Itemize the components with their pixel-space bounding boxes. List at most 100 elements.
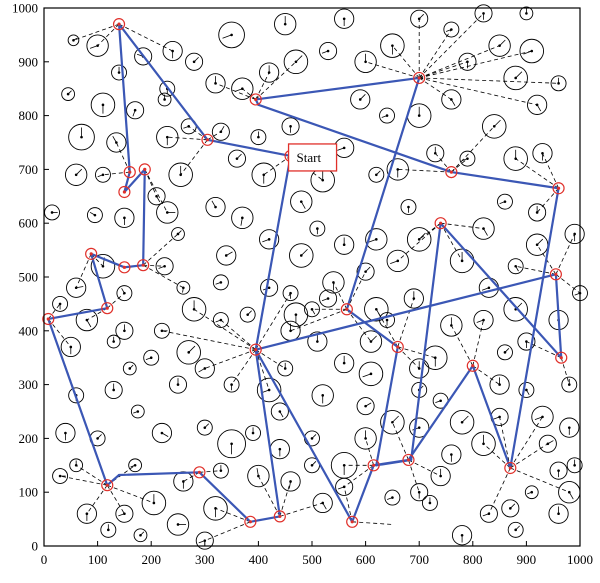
tour-segment-29 [375,458,413,467]
target-center-188 [182,480,185,483]
target-center-1 [72,38,75,42]
target-circle-89 [548,503,569,524]
y-tick-label-6: 600 [19,216,39,231]
visited-node-dot-20 [559,356,563,360]
target-circle-22 [205,196,226,218]
tour-segment-0 [206,138,292,158]
visited-node-ring-13 [137,259,150,272]
target-link-42 [142,233,179,266]
visited-node-dot-2 [205,138,210,142]
target-center-26 [74,286,78,290]
target-link-68 [161,330,256,351]
target-center-177 [123,329,126,333]
target-link-20 [207,131,222,141]
target-link-59 [397,346,420,369]
target-circle-32 [216,245,237,266]
target-center-154 [241,87,244,90]
target-circle-139 [488,34,511,57]
target-circle-161 [307,331,328,352]
tour-segment-12 [117,471,201,477]
target-circle-20 [114,207,135,228]
visited-node-ring-24 [504,461,517,475]
target-circle-49 [196,419,213,436]
target-circle-5 [111,64,127,81]
target-circle-61 [195,531,214,550]
target-circle-101 [309,220,326,237]
target-center-19 [93,213,97,217]
target-circle-142 [527,94,548,115]
target-center-124 [375,173,378,177]
target-circle-4 [162,40,183,62]
target-center-132 [364,60,367,64]
target-link-22 [180,139,208,176]
target-link-58 [397,298,415,348]
visited-node-ring-16 [42,312,55,326]
target-center-147 [417,17,421,21]
target-center-123 [396,168,400,171]
target-circle-149 [274,12,297,36]
target-circle-168 [441,444,462,465]
target-circle-42 [223,376,240,393]
target-center-49 [203,426,207,429]
target-heading-154 [234,88,243,92]
target-center-6 [66,92,70,96]
visited-node-ring-23 [367,459,380,472]
target-circle-41 [168,375,188,394]
target-heading-107 [390,260,398,264]
target-circle-133 [380,33,405,58]
target-link-4 [255,72,270,100]
target-circle-152 [159,80,176,97]
target-circle-8 [126,101,145,120]
target-center-131 [326,49,330,53]
target-center-107 [396,259,400,263]
target-center-47 [136,410,140,413]
visited-node-ring-8 [445,165,458,179]
start-marker: Start [287,143,338,172]
tour-segment-1 [117,23,209,141]
target-circle-186 [524,485,539,500]
visited-node-dot-19 [254,348,258,352]
target-circle-75 [358,361,384,387]
target-center-69 [417,490,421,494]
target-circle-138 [458,52,477,71]
target-link-33 [515,158,559,189]
target-center-129 [267,71,271,74]
target-link-67 [193,308,256,350]
target-link-5 [255,61,297,100]
target-circle-132 [354,50,377,73]
target-circle-119 [532,143,553,164]
target-center-117 [482,227,485,230]
target-center-10 [80,135,83,139]
x-tick-label-9: 900 [517,552,537,567]
target-center-56 [85,512,89,516]
target-circle-167 [449,410,475,435]
target-circle-25 [90,253,116,279]
visited-node-ring-5 [123,165,136,179]
visited-node-ring-1 [249,93,262,106]
target-center-64 [321,501,325,505]
target-circle-127 [290,190,313,213]
target-center-82 [498,383,501,386]
target-center-12 [165,135,169,139]
target-center-130 [294,60,298,64]
target-center-68 [417,426,421,429]
target-circle-124 [368,166,385,183]
target-circle-87 [538,434,557,453]
start-label: Start [297,150,322,165]
target-center-65 [342,464,346,467]
tour-segment-17 [351,464,375,523]
target-link-34 [418,222,441,240]
visited-node-ring-26 [193,466,206,479]
target-link-35 [440,223,463,262]
target-circle-151 [185,52,204,71]
x-tick-label-6: 600 [356,552,376,567]
target-center-43 [267,388,271,392]
target-circle-183 [497,344,513,361]
target-center-78 [450,324,453,327]
target-link-49 [47,303,61,320]
target-heading-88 [568,492,574,500]
target-center-184 [557,469,560,472]
target-center-73 [321,394,325,397]
target-center-75 [369,372,373,376]
visited-node-dot-1 [254,97,258,102]
